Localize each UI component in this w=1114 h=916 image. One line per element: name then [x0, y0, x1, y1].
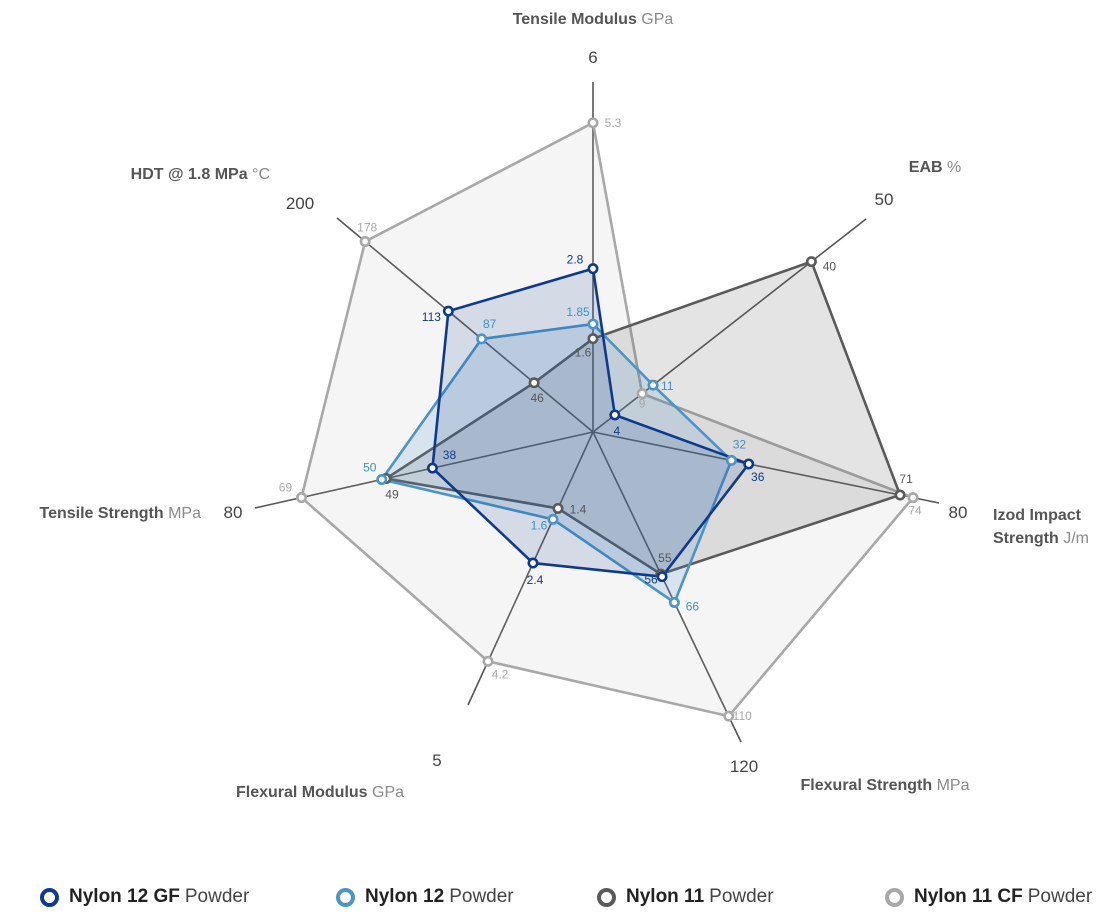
legend-marker-icon	[597, 887, 616, 907]
axis-line	[336, 217, 594, 433]
data-label: 178	[357, 221, 377, 235]
data-label: 50	[363, 461, 377, 475]
data-point	[894, 489, 906, 501]
data-point	[295, 492, 307, 504]
data-label: 55	[658, 551, 672, 565]
legend-item: Nylon 11 Powder	[597, 886, 774, 908]
data-label: 1.4	[570, 502, 587, 516]
data-label: 74	[908, 504, 922, 518]
data-point	[587, 117, 599, 129]
data-label: 87	[483, 317, 497, 331]
axis-title: EAB %	[909, 159, 961, 176]
axes-group: 6 Tensile Modulus GPa 50 EAB % 80 Izod Impact…	[39, 11, 1089, 801]
data-point	[587, 263, 599, 275]
data-point	[482, 655, 494, 667]
axis-line	[592, 431, 940, 504]
data-label: 9	[639, 397, 646, 411]
data-point	[359, 236, 371, 248]
data-label: 32	[733, 437, 747, 451]
data-point	[668, 596, 680, 608]
data-label: 40	[823, 260, 837, 274]
legend-series-name: Nylon 11 CF	[914, 886, 1023, 907]
axis-title: Tensile Strength MPa	[39, 505, 201, 522]
data-label: 113	[422, 310, 441, 324]
data-label: 110	[733, 709, 752, 723]
data-label: 49	[385, 488, 399, 502]
series-polygon	[431, 267, 751, 578]
axis-title: HDT @ 1.8 MPa °C	[131, 166, 270, 183]
data-point	[527, 557, 539, 569]
data-label: 11	[661, 379, 674, 393]
data-label: 5.3	[605, 116, 622, 130]
data-label: 66	[686, 600, 700, 614]
axis-max-label: 5	[432, 751, 441, 770]
data-point	[725, 454, 737, 466]
data-point	[587, 318, 599, 330]
radar-chart: 6 Tensile Modulus GPa 50 EAB % 80 Izod Impact…	[39, 11, 1089, 801]
legend-series-suffix: Powder	[184, 886, 250, 907]
axis-title-line2: Strength J/m	[993, 530, 1089, 547]
data-label: 56	[644, 573, 658, 587]
data-label: 69	[279, 481, 293, 495]
data-point	[656, 571, 668, 583]
legend-series-suffix: Powder	[449, 886, 514, 907]
data-label: 71	[899, 472, 913, 486]
series-group	[295, 117, 919, 722]
axis-max-label: 120	[730, 757, 758, 776]
data-label: 4	[613, 424, 620, 438]
data-point	[528, 377, 540, 389]
data-label: 1.85	[566, 305, 590, 319]
legend-marker-icon	[40, 887, 59, 907]
data-point	[426, 462, 438, 474]
axis-title: Tensile Modulus GPa	[513, 11, 674, 28]
data-label: 4.2	[492, 667, 509, 681]
axis-title: Izod Impact	[993, 507, 1082, 524]
labels-group: 5.39741104.2691781.64071551.449461.85113…	[279, 116, 922, 723]
data-point	[743, 458, 755, 470]
data-point	[587, 333, 599, 345]
axis-max-label: 200	[286, 194, 314, 213]
axis-line	[254, 431, 594, 509]
data-label: 1.6	[575, 346, 592, 360]
series-polygon	[300, 121, 915, 718]
data-label: 2.4	[527, 573, 544, 587]
axis-line	[592, 431, 742, 743]
data-point	[647, 379, 659, 391]
data-point	[636, 388, 648, 400]
data-point	[376, 473, 388, 485]
legend-series-suffix: Powder	[1027, 886, 1093, 907]
data-label: 46	[530, 391, 544, 405]
legend-series-name: Nylon 12 GF	[69, 886, 180, 907]
data-point	[476, 333, 488, 345]
data-label: 1.6	[531, 518, 548, 532]
axis-title: Flexural Strength MPa	[801, 777, 970, 794]
data-label: 36	[751, 470, 765, 484]
axis-max-label: 80	[224, 503, 243, 522]
legend-item: Nylon 12 Powder	[336, 886, 514, 908]
legend-marker-icon	[885, 887, 904, 907]
legend-item: Nylon 12 GF Powder	[40, 886, 249, 908]
data-point	[442, 305, 454, 317]
series-polygon	[384, 260, 902, 576]
data-point	[907, 492, 919, 504]
legend-series-name: Nylon 12	[365, 886, 445, 907]
legend: Nylon 12 GF Powder Nylon 12 Powder Nylon 11 P…	[0, 886, 1114, 916]
legend-marker-icon	[336, 887, 355, 907]
data-label: 38	[443, 448, 457, 462]
data-point	[609, 409, 621, 421]
legend-series-suffix: Powder	[709, 886, 774, 907]
axis-title: Flexural Modulus GPa	[236, 784, 404, 801]
legend-item: Nylon 11 CF Powder	[885, 886, 1092, 908]
axis-max-label: 50	[875, 190, 894, 209]
data-point	[805, 256, 817, 268]
data-point	[552, 502, 564, 514]
axis-max-label: 6	[588, 48, 597, 67]
legend-series-name: Nylon 11	[626, 886, 705, 907]
data-point	[723, 710, 735, 722]
data-label: 2.8	[567, 253, 584, 267]
axis-max-label: 80	[949, 503, 968, 522]
data-point	[547, 513, 559, 525]
